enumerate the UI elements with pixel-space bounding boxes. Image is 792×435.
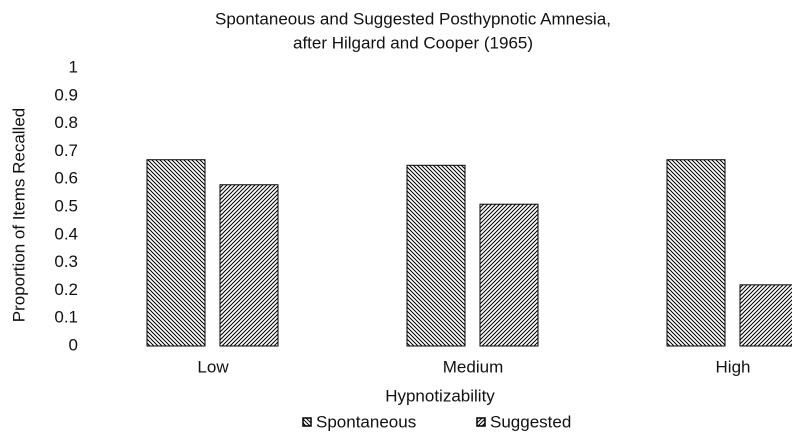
y-tick-label: 0.1 — [54, 308, 78, 327]
x-tick-label: Low — [197, 357, 229, 376]
x-tick-label: Medium — [443, 357, 503, 376]
y-tick-label: 0 — [69, 335, 78, 354]
legend-label: Spontaneous — [316, 412, 416, 431]
bar — [666, 159, 726, 347]
y-tick-label: 0.4 — [54, 224, 78, 243]
y-tick-label: 0.9 — [54, 85, 78, 104]
y-tick-label: 0.6 — [54, 169, 78, 188]
bar — [406, 164, 466, 347]
y-axis-label: Proportion of Items Recalled — [9, 108, 28, 323]
bar — [219, 184, 279, 347]
legend-swatch — [476, 417, 486, 427]
bar — [479, 203, 539, 347]
legend-label: Suggested — [490, 412, 571, 431]
bar — [739, 284, 792, 347]
y-tick-label: 0.5 — [54, 196, 78, 215]
x-axis-label: Hypnotizability — [385, 386, 495, 405]
y-tick-label: 0.8 — [54, 113, 78, 132]
y-tick-label: 0.2 — [54, 280, 78, 299]
y-tick-label: 1 — [69, 57, 78, 76]
x-tick-label: High — [716, 357, 751, 376]
chart-title: after Hilgard and Cooper (1965) — [293, 33, 533, 52]
y-tick-label: 0.7 — [54, 141, 78, 160]
legend-swatch — [302, 417, 312, 427]
chart-title: Spontaneous and Suggested Posthypnotic A… — [215, 9, 611, 28]
bar — [146, 159, 206, 347]
y-tick-label: 0.3 — [54, 252, 78, 271]
